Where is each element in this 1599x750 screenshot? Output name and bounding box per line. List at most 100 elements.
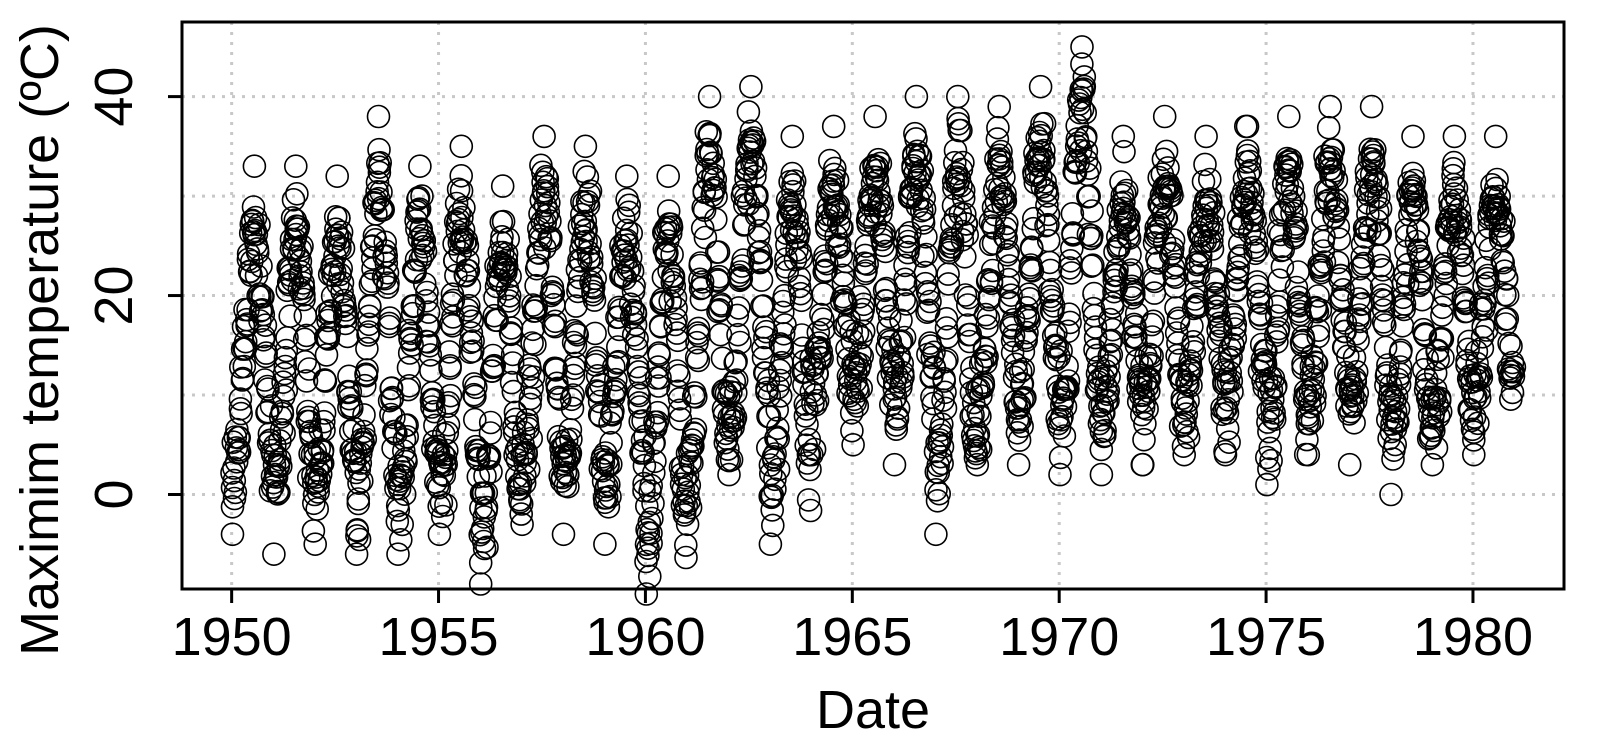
data-point (323, 205, 348, 229)
data-point (378, 306, 402, 330)
data-point (616, 200, 641, 225)
data-point-max (283, 154, 308, 178)
data-point (1118, 242, 1142, 267)
data-point (583, 266, 608, 291)
data-point (312, 401, 337, 425)
data-point (353, 427, 378, 451)
data-point (1137, 379, 1161, 404)
data-point (380, 385, 405, 410)
data-point (603, 377, 628, 402)
data-point (620, 298, 645, 323)
data-point (1001, 307, 1026, 332)
data-point (994, 226, 1019, 251)
data-point (664, 296, 688, 321)
data-point (478, 421, 503, 445)
data-point (1456, 337, 1480, 362)
data-point (1406, 218, 1431, 243)
data-point (1410, 287, 1434, 312)
data-point (348, 451, 373, 475)
data-point (333, 311, 358, 336)
data-point (539, 226, 563, 250)
data-point (1300, 408, 1325, 433)
data-point (658, 221, 683, 246)
data-point (405, 200, 429, 224)
data-point (477, 444, 502, 469)
data-point (252, 324, 276, 349)
data-point (1233, 190, 1258, 215)
data-point (310, 451, 335, 476)
data-point (951, 178, 976, 203)
data-point (1304, 351, 1329, 376)
data-point (1080, 199, 1104, 223)
data-point (1342, 345, 1367, 370)
data-point (721, 401, 746, 425)
data-point (1255, 445, 1279, 470)
data-point (1283, 219, 1308, 243)
data-point (564, 294, 588, 318)
data-point (471, 529, 496, 554)
data-point (953, 283, 978, 307)
data-point (1112, 139, 1136, 164)
data-point (1036, 202, 1061, 227)
data-point (543, 314, 567, 339)
data-point (1462, 428, 1486, 452)
data-point (748, 248, 773, 273)
data-point (292, 287, 316, 312)
data-point (605, 351, 630, 375)
data-point (726, 322, 750, 347)
data-point (525, 253, 550, 278)
data-point (623, 312, 648, 337)
data-point (1161, 228, 1186, 252)
data-point (1021, 216, 1046, 241)
data-point (768, 368, 793, 393)
data-point (441, 288, 466, 313)
data-point (1055, 354, 1079, 378)
data-point (1034, 213, 1058, 238)
data-point (814, 251, 839, 276)
data-point (1424, 436, 1449, 460)
data-point (872, 220, 896, 245)
data-point (1365, 172, 1389, 197)
data-point-max (325, 164, 350, 188)
data-point-max (242, 154, 267, 178)
data-point (748, 239, 773, 264)
data-point (414, 288, 439, 313)
data-point-max (987, 94, 1012, 119)
data-point (881, 353, 906, 377)
data-point (293, 303, 318, 328)
data-point (686, 316, 711, 341)
data-point (292, 282, 316, 307)
data-point-max (821, 114, 846, 139)
data-point (1427, 386, 1452, 411)
data-point (1176, 389, 1200, 413)
data-point (227, 425, 251, 450)
data-point (1074, 139, 1099, 164)
data-point-min (758, 532, 783, 557)
data-point (460, 309, 484, 334)
data-point-min (1131, 452, 1155, 477)
data-point (520, 331, 544, 355)
data-point (1324, 168, 1349, 192)
data-point (958, 322, 983, 347)
data-point (573, 209, 598, 234)
data-point (742, 129, 767, 153)
data-point (622, 273, 646, 298)
data-point-min (593, 532, 617, 557)
data-point (768, 384, 793, 408)
data-point (331, 236, 356, 261)
data-point-max (1277, 104, 1301, 129)
data-point (498, 264, 522, 289)
data-point (1284, 275, 1309, 300)
data-point (313, 369, 338, 393)
data-point (1462, 405, 1487, 429)
data-point (1083, 325, 1108, 350)
data-point (1426, 404, 1451, 429)
data-point (1022, 206, 1046, 231)
data-point (461, 329, 485, 353)
data-point (338, 380, 363, 404)
data-point (224, 449, 249, 474)
data-point (1367, 185, 1391, 210)
data-point (1363, 169, 1387, 194)
data-point (458, 304, 483, 329)
data-point-max (1401, 124, 1425, 149)
